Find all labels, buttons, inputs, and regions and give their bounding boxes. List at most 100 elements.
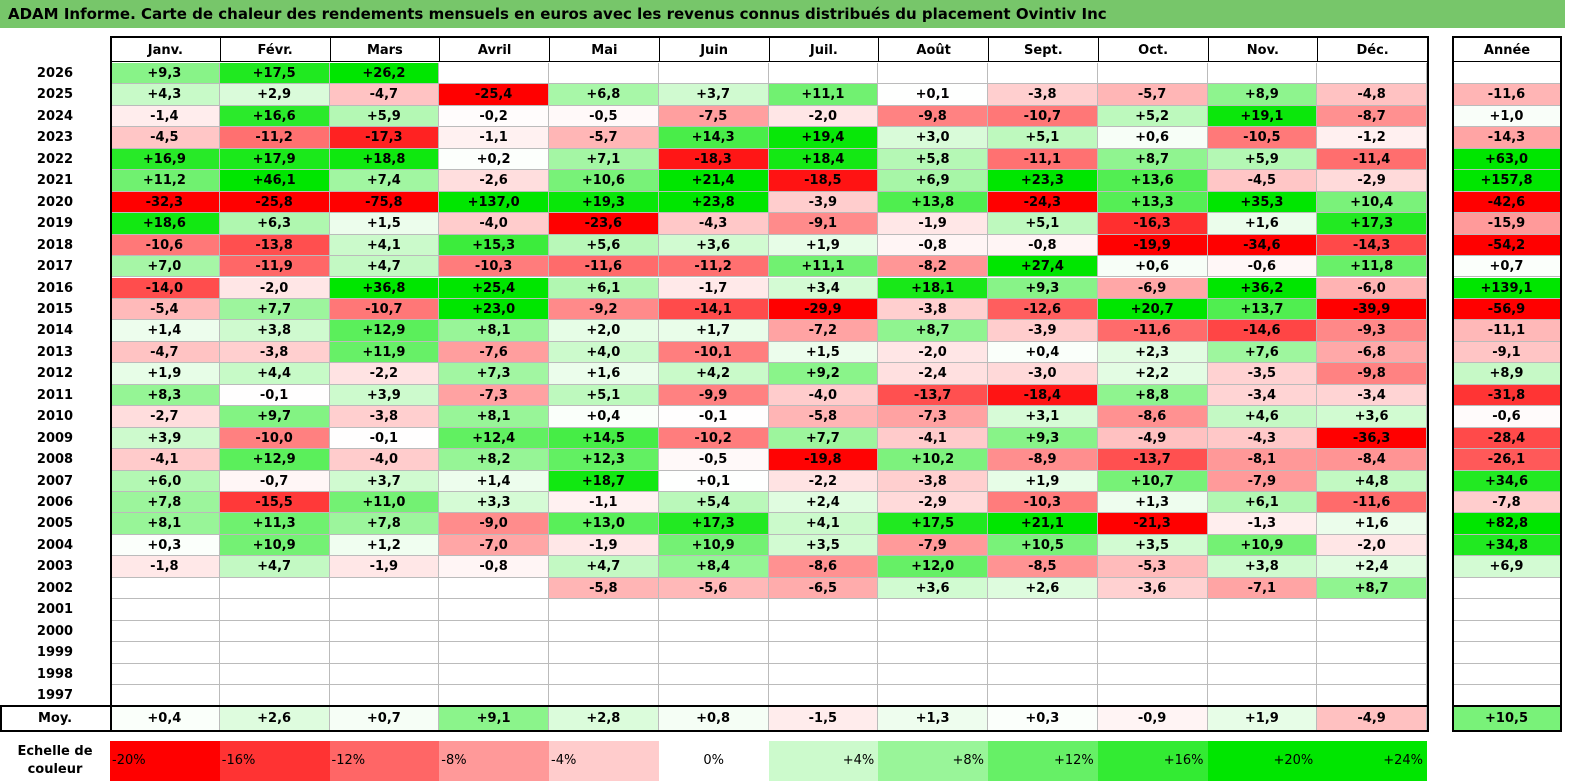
- heatmap-cell: -15,5: [219, 492, 330, 514]
- year-label: 2018: [36, 237, 74, 253]
- heatmap-cell: +4,8: [1317, 470, 1427, 492]
- heatmap-cell: -18,5: [768, 170, 879, 192]
- year-label: 2017: [36, 259, 74, 275]
- heatmap-cell: +6,1: [549, 277, 659, 299]
- heatmap-cell: +0,6: [1097, 256, 1208, 278]
- heatmap-cell: +16,9: [110, 148, 220, 171]
- heatmap-cell: [110, 642, 220, 664]
- heatmap-cell: [878, 642, 988, 664]
- heatmap-cell: -11,6: [1097, 320, 1208, 342]
- heatmap-cell: [658, 663, 769, 686]
- heatmap-cell: -2,9: [878, 492, 988, 514]
- heatmap-cell: +0,1: [658, 470, 769, 492]
- year-label: 2006: [36, 495, 74, 510]
- heatmap-cell: [768, 663, 879, 686]
- heatmap-cell: +36,2: [1207, 277, 1318, 299]
- heatmap-cell: [988, 599, 1098, 621]
- heatmap-cell: +10,4: [1317, 191, 1427, 214]
- heatmap-cell: -14,3: [1317, 234, 1427, 257]
- year-label: 2012: [36, 366, 74, 382]
- heatmap-cell: +5,1: [988, 213, 1098, 235]
- heatmap-cell: -9,8: [878, 105, 988, 128]
- heatmap-cell: +1,3: [1097, 492, 1208, 514]
- heatmap-cell: +23,3: [988, 170, 1098, 192]
- scale-swatch: +24%: [1317, 741, 1427, 781]
- heatmap-cell: +6,1: [1207, 492, 1318, 514]
- heatmap-cell: [219, 620, 330, 643]
- heatmap-cell: [768, 599, 879, 621]
- heatmap-cell: [329, 577, 440, 600]
- heatmap-cell: +2,0: [549, 320, 659, 342]
- heatmap-cell: +9,3: [988, 277, 1098, 299]
- page-title: ADAM Informe. Carte de chaleur des rende…: [0, 0, 1565, 28]
- heatmap-cell: +4,1: [768, 513, 879, 535]
- annual-cell: -11,6: [1453, 84, 1561, 106]
- year-label: 2000: [36, 623, 74, 639]
- heatmap-cell: +1,6: [549, 363, 659, 385]
- heatmap-cell: [110, 599, 220, 621]
- heatmap-cell: -10,7: [329, 298, 440, 321]
- year-label: 1999: [36, 645, 74, 661]
- heatmap-cell: -3,8: [329, 406, 440, 428]
- scale-swatch: 0%: [658, 741, 769, 781]
- heatmap-cell: -34,6: [1207, 234, 1318, 257]
- heatmap-cell: +11,9: [329, 341, 440, 364]
- heatmap-cell: -8,6: [1097, 406, 1208, 428]
- heatmap-cell: [878, 685, 988, 707]
- heatmap-cell: +13,7: [1207, 298, 1318, 321]
- heatmap-cell: +17,3: [1317, 213, 1427, 235]
- heatmap-cell: [1097, 63, 1208, 85]
- annual-cell: [1453, 663, 1561, 686]
- heatmap-cell: [1207, 663, 1318, 686]
- heatmap-cell: [1097, 663, 1208, 686]
- heatmap-cell: [110, 620, 220, 643]
- year-label: 2020: [36, 194, 74, 210]
- heatmap-cell: +3,9: [110, 427, 220, 450]
- heatmap-cell: [219, 663, 330, 686]
- scale-swatch: -20%: [110, 741, 220, 781]
- heatmap-cell: +18,7: [549, 470, 659, 492]
- column-header: Juin: [658, 37, 770, 62]
- heatmap-cell: +7,0: [110, 256, 220, 278]
- heatmap-cell: -16,3: [1097, 213, 1208, 235]
- heatmap-cell: +19,3: [549, 191, 659, 214]
- heatmap-cell: -9,3: [1317, 320, 1427, 342]
- heatmap-cell: +46,1: [219, 170, 330, 192]
- heatmap-cell: +1,9: [768, 234, 879, 257]
- heatmap-cell: [658, 599, 769, 621]
- heatmap-cell: -17,3: [329, 127, 440, 149]
- heatmap-cell: -10,6: [110, 234, 220, 257]
- heatmap-cell: -32,3: [110, 191, 220, 214]
- heatmap-cell: [1207, 642, 1318, 664]
- year-label: 2003: [36, 559, 74, 575]
- heatmap-cell: +9,3: [110, 63, 220, 85]
- heatmap-cell: -7,3: [439, 384, 549, 407]
- heatmap-cell: [1317, 599, 1427, 621]
- heatmap-cell: -4,5: [1207, 170, 1318, 192]
- heatmap-cell: +0,4: [549, 406, 659, 428]
- heatmap-cell: -0,1: [329, 427, 440, 450]
- heatmap-cell: -1,3: [1207, 513, 1318, 535]
- average-cell: -0,9: [1097, 707, 1208, 731]
- heatmap-cell: -7,0: [439, 534, 549, 557]
- heatmap-cell: [219, 642, 330, 664]
- column-header: Mai: [549, 37, 660, 62]
- heatmap-cell: [878, 620, 988, 643]
- heatmap-cell: +5,9: [1207, 148, 1318, 171]
- heatmap-cell: +13,8: [878, 191, 988, 214]
- heatmap-cell: [219, 577, 330, 600]
- heatmap-cell: [219, 599, 330, 621]
- heatmap-cell: +4,0: [549, 341, 659, 364]
- column-header: Févr.: [219, 37, 331, 62]
- heatmap-cell: -4,9: [1097, 427, 1208, 450]
- heatmap-cell: -4,5: [110, 127, 220, 149]
- heatmap-cell: +17,9: [219, 148, 330, 171]
- heatmap-cell: [219, 685, 330, 707]
- annual-cell: -42,6: [1453, 191, 1561, 214]
- heatmap-cell: +3,7: [658, 84, 769, 106]
- heatmap-cell: +8,3: [110, 384, 220, 407]
- year-label: 2019: [36, 216, 74, 232]
- heatmap-cell: +0,1: [878, 84, 988, 106]
- heatmap-cell: +4,7: [329, 256, 440, 278]
- heatmap-cell: -2,0: [878, 341, 988, 364]
